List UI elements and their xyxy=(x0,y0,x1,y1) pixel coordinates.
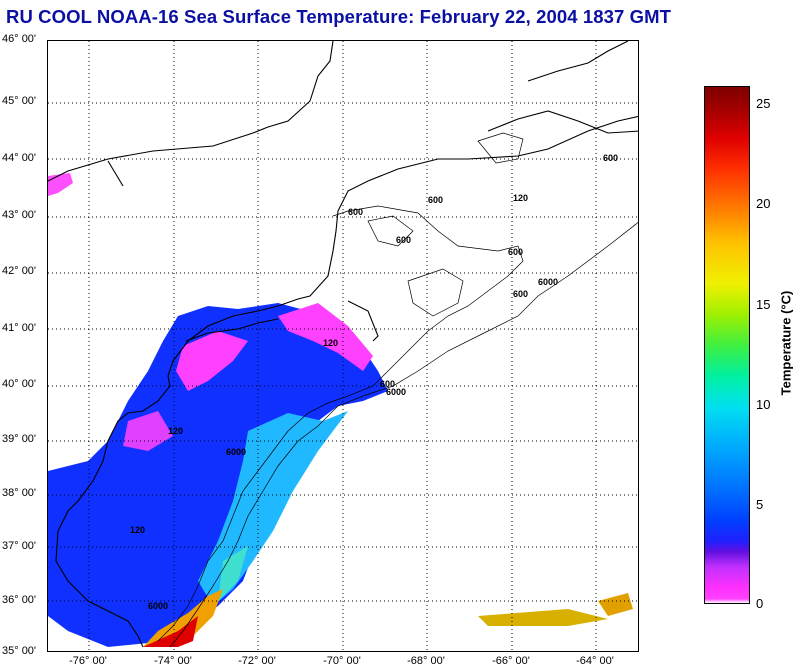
contour-label: 120 xyxy=(130,525,145,535)
graticule xyxy=(48,41,638,651)
contour-label: 120 xyxy=(323,338,338,348)
contour-label: 6000 xyxy=(386,387,406,397)
colorbar-tick: 15 xyxy=(756,297,771,312)
lat-label: 40° 00' xyxy=(2,378,37,390)
lat-label: 37° 00' xyxy=(2,540,37,552)
lat-label: 45° 00' xyxy=(2,95,37,107)
lat-label: 43° 00' xyxy=(2,209,37,221)
sst-map: 600 600 600 600 600 600 600 6000 6000 60… xyxy=(47,40,639,652)
map-canvas: 600 600 600 600 600 600 600 6000 6000 60… xyxy=(48,41,638,651)
contour-label: 120 xyxy=(513,193,528,203)
contour-label: 600 xyxy=(380,379,395,389)
contour-label: 120 xyxy=(168,426,183,436)
lat-label: 42° 00' xyxy=(2,265,37,277)
colorbar-tick: 10 xyxy=(756,397,771,412)
lon-label: -70° 00' xyxy=(323,655,361,667)
contour-label: 6000 xyxy=(148,601,168,611)
colorbar-tick: 5 xyxy=(756,497,764,512)
isobaths xyxy=(157,132,638,648)
colorbar-tick: 25 xyxy=(756,96,771,111)
contour-label: 600 xyxy=(603,153,618,163)
lat-label: 39° 00' xyxy=(2,433,37,445)
temperature-colorbar xyxy=(704,86,750,604)
lon-label: -72° 00' xyxy=(238,655,276,667)
contour-label: 600 xyxy=(508,247,523,257)
contour-label: 600 xyxy=(348,207,363,217)
sst-field xyxy=(48,173,633,647)
colorbar-tick: 0 xyxy=(756,596,764,611)
contour-label: 6000 xyxy=(538,277,558,287)
contour-label: 600 xyxy=(513,289,528,299)
lat-label: 41° 00' xyxy=(2,322,37,334)
colorbar-title: Temperature (°C) xyxy=(778,290,794,396)
lon-label: -76° 00' xyxy=(69,655,107,667)
contour-label: 600 xyxy=(396,235,411,245)
lat-label: 46° 00' xyxy=(2,33,37,45)
lat-label: 36° 00' xyxy=(2,594,37,606)
lon-label: -66° 00' xyxy=(492,655,530,667)
lon-label: -64° 00' xyxy=(576,655,614,667)
lon-label: -74° 00' xyxy=(154,655,192,667)
contour-label: 6000 xyxy=(226,447,246,457)
lat-label: 44° 00' xyxy=(2,152,37,164)
lat-label: 35° 00' xyxy=(2,645,37,657)
contour-labels: 600 600 600 600 600 600 600 6000 6000 60… xyxy=(130,153,618,611)
coastline xyxy=(48,41,638,648)
lat-label: 38° 00' xyxy=(2,487,37,499)
lon-label: -68° 00' xyxy=(407,655,445,667)
colorbar-tick: 20 xyxy=(756,196,771,211)
contour-label: 600 xyxy=(428,195,443,205)
page-title: RU COOL NOAA-16 Sea Surface Temperature:… xyxy=(6,6,672,27)
